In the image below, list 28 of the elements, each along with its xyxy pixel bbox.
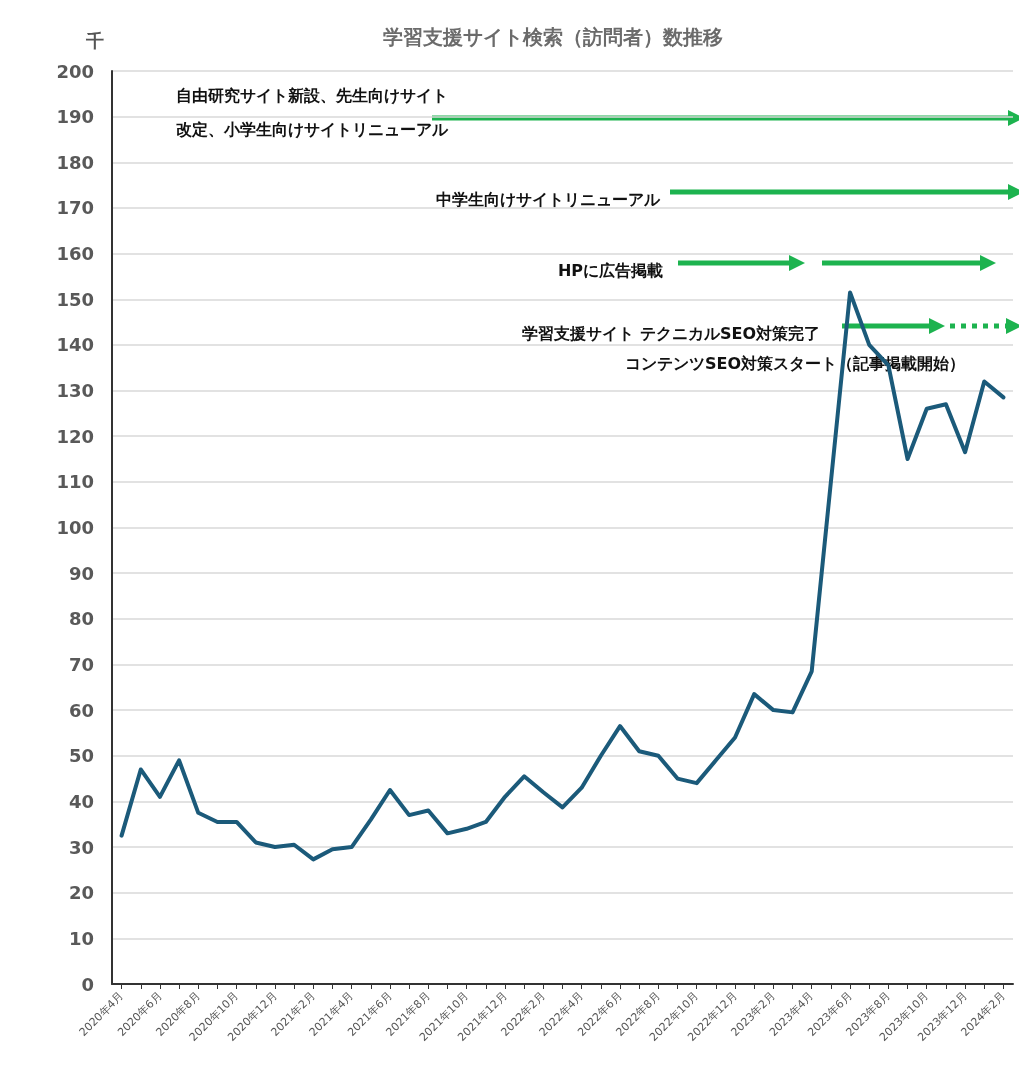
y-tick-label: 100 [56,517,94,538]
y-tick-label: 40 [68,790,94,812]
y-tick-label: 180 [56,151,94,173]
y-tick-label: 70 [68,653,94,675]
y-tick-label: 110 [56,471,94,493]
chart-title: 学習支援サイト検索（訪問者）数推移 [383,25,723,49]
annotation: 中学生向けサイトリニューアル [436,189,661,209]
y-tick-label: 130 [56,380,94,402]
y-tick-label: 190 [56,106,94,128]
y-tick-label: 200 [56,60,94,82]
y-tick-label: 120 [56,425,94,447]
line-series [119,290,1006,862]
y-tick-label: 90 [68,562,94,584]
y-tick-label: 10 [68,927,94,949]
annotation: 学習支援サイト テクニカルSEO対策完了 [522,323,820,343]
y-tick-label: 60 [68,699,94,721]
y-tick-label: 20 [68,882,94,904]
y-axis-title: 千 [85,29,104,51]
y-tick-label: 50 [68,745,94,767]
y-tick-label: 160 [56,243,94,265]
annotation: HPに広告掲載 [557,260,663,280]
y-tick-label: 140 [56,334,94,356]
y-tick-label: 170 [56,197,94,219]
y-tick-label: 0 [81,973,94,995]
y-tick-label: 150 [56,288,94,310]
y-tick-label: 30 [68,836,94,858]
annotation: 自由研究サイト新設、先生向けサイト改定、小学生向けサイトリニューアル [176,85,449,139]
y-tick-label: 80 [68,608,94,630]
